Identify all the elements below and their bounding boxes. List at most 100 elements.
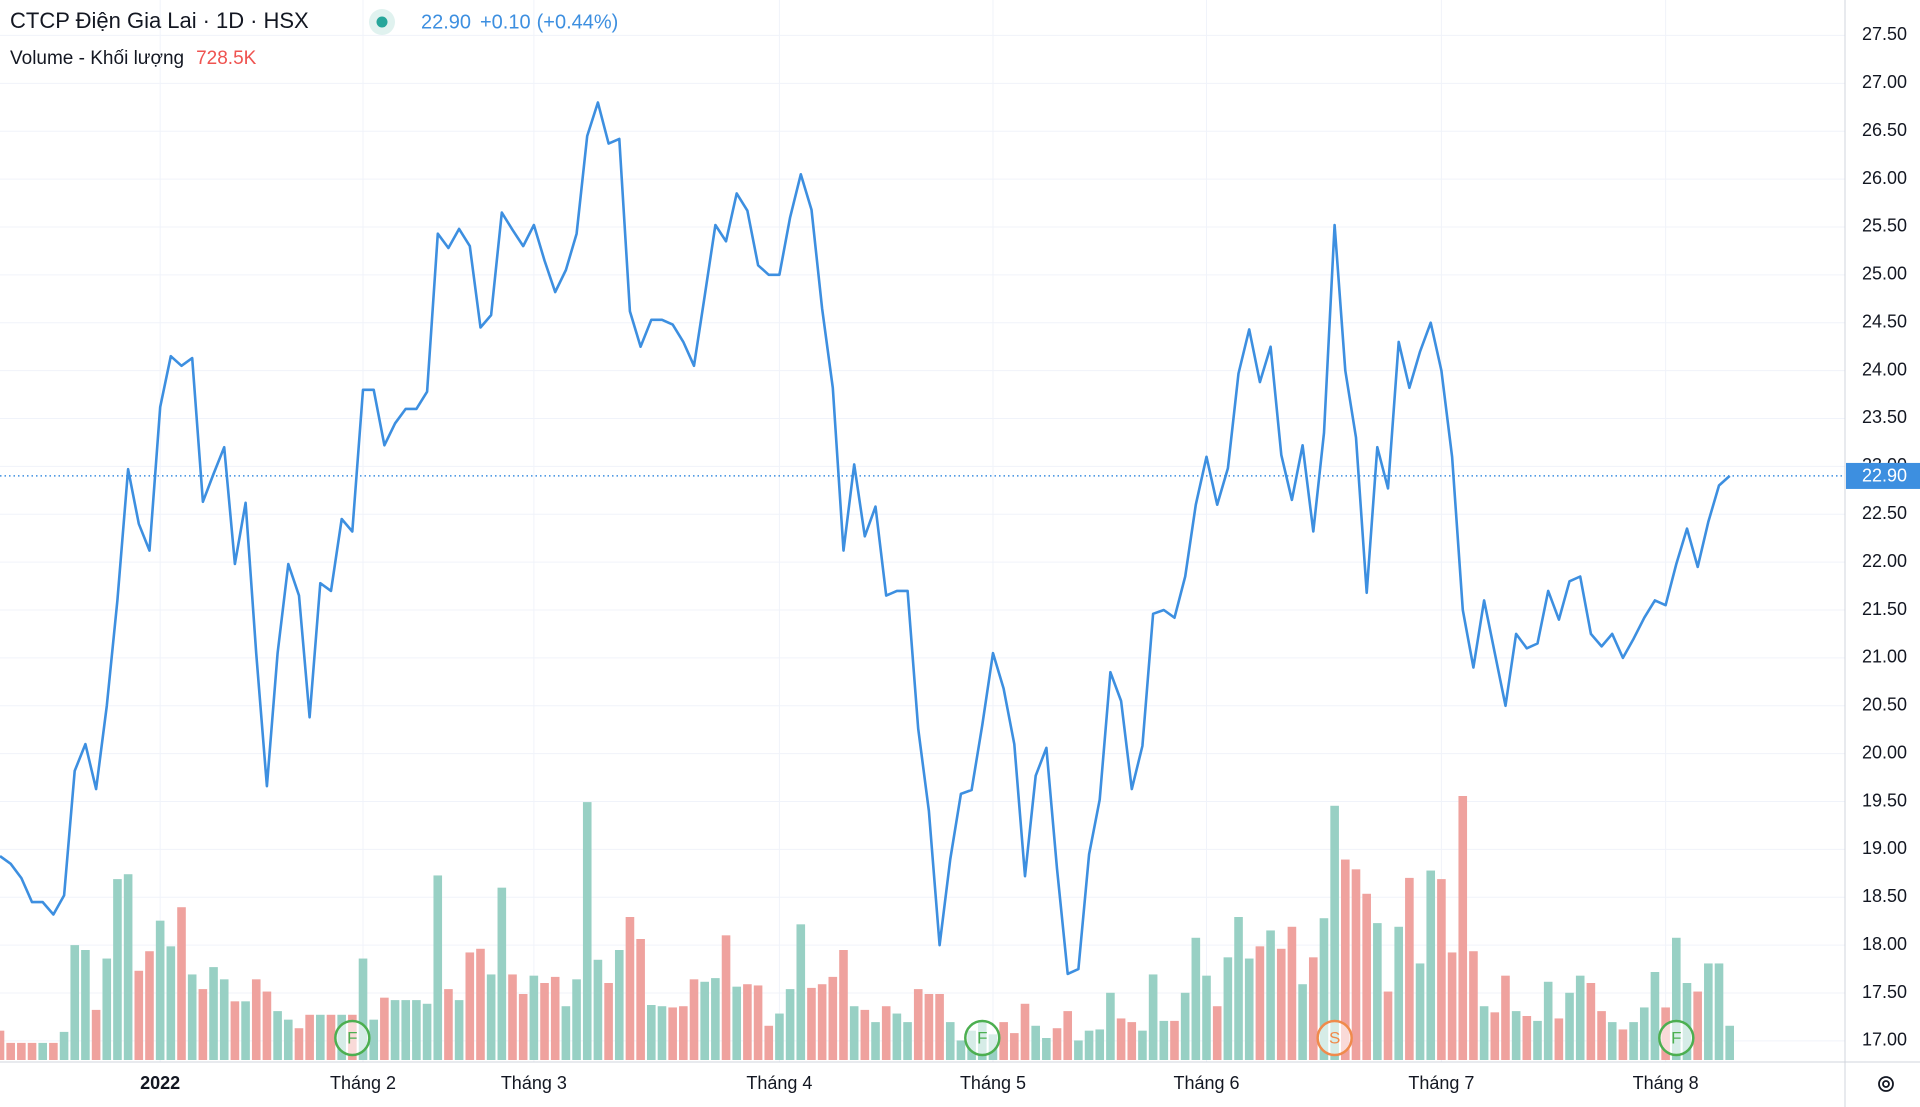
x-tick-label: Tháng 8 xyxy=(1633,1073,1699,1093)
volume-bar xyxy=(1020,1003,1030,1060)
legend: CTCP Điện Gia Lai · 1D · HSX 22.90 +0.10… xyxy=(10,8,618,69)
volume-bar xyxy=(91,1009,101,1060)
volume-bar xyxy=(1554,1018,1564,1060)
volume-bar xyxy=(1415,963,1425,1060)
volume-bar xyxy=(1084,1030,1094,1060)
volume-bar xyxy=(828,976,838,1060)
y-tick-label: 20.00 xyxy=(1862,742,1907,762)
volume-value: 728.5K xyxy=(196,48,257,69)
volume-bar xyxy=(209,967,218,1060)
volume-bar xyxy=(1447,952,1457,1060)
volume-bar xyxy=(38,1042,48,1060)
y-tick-label: 17.50 xyxy=(1862,982,1907,1002)
volume-bar xyxy=(1266,930,1275,1060)
x-tick-label: Tháng 7 xyxy=(1408,1073,1474,1093)
volume-bar xyxy=(1490,1012,1500,1060)
volume-bar xyxy=(412,1000,421,1060)
volume-bar xyxy=(1148,974,1158,1060)
volume-bar xyxy=(1704,963,1713,1060)
volume-bar xyxy=(764,1025,774,1060)
volume-bar xyxy=(1437,879,1446,1060)
volume-bar xyxy=(1639,1007,1649,1060)
y-tick-label: 25.00 xyxy=(1862,264,1907,284)
volume-bar xyxy=(732,986,742,1060)
y-tick-label: 18.00 xyxy=(1862,934,1907,954)
volume-bar xyxy=(1607,1022,1617,1060)
volume-bar xyxy=(999,1022,1008,1060)
y-tick-label: 24.00 xyxy=(1862,359,1907,379)
x-tick-label: Tháng 4 xyxy=(746,1073,812,1093)
volume-bar xyxy=(903,1022,912,1060)
volume-bar xyxy=(102,958,112,1060)
volume-bar xyxy=(785,989,795,1060)
volume-bar xyxy=(807,987,816,1060)
volume-bar xyxy=(625,917,635,1060)
event-marker xyxy=(1658,1019,1695,1057)
volume-bar xyxy=(1341,859,1350,1060)
volume-bar xyxy=(1180,992,1190,1060)
volume-bar xyxy=(614,950,624,1060)
volume-bar xyxy=(155,920,165,1060)
volume-bar xyxy=(1170,1020,1179,1060)
gear-center xyxy=(1882,1080,1890,1088)
volume-bar xyxy=(668,1007,677,1060)
volume-bar xyxy=(262,991,272,1060)
volume-bar xyxy=(1138,1030,1147,1060)
volume-bar xyxy=(871,1022,880,1060)
last-price: 22.90 xyxy=(421,11,471,33)
volume-bar xyxy=(1597,1011,1606,1060)
volume-bar xyxy=(476,948,485,1060)
volume-bar xyxy=(956,1040,966,1060)
volume-bar xyxy=(1031,1025,1040,1060)
volume-bar xyxy=(1650,972,1660,1060)
volume-bar xyxy=(433,875,443,1060)
volume-bar xyxy=(486,974,496,1060)
volume-bar xyxy=(1223,957,1233,1060)
volume-bar xyxy=(679,1006,688,1060)
volume-bar xyxy=(582,802,592,1060)
volume-bar xyxy=(49,1042,58,1060)
volume-bar xyxy=(1575,975,1585,1060)
y-tick-label: 21.00 xyxy=(1862,647,1907,667)
volume-bar xyxy=(1202,975,1211,1060)
volume-bar xyxy=(1234,917,1243,1060)
volume-bar xyxy=(251,979,261,1060)
volume-bar xyxy=(369,1019,378,1060)
y-tick-label: 26.50 xyxy=(1862,120,1907,140)
volume-bar xyxy=(1042,1038,1051,1060)
y-tick-label: 23.50 xyxy=(1862,407,1907,427)
volume-bar xyxy=(145,951,154,1060)
volume-bar xyxy=(444,989,453,1060)
event-label: F xyxy=(347,1028,357,1047)
volume-bar xyxy=(1469,951,1478,1060)
volume-bar xyxy=(1319,918,1329,1060)
volume-bar xyxy=(721,935,731,1060)
volume-bar xyxy=(550,976,560,1060)
price-change: +0.10 xyxy=(480,11,531,33)
volume-bar xyxy=(540,983,549,1060)
price-pane xyxy=(0,101,1845,976)
volume-bar xyxy=(1159,1020,1169,1060)
volume-bar xyxy=(1074,1040,1083,1060)
volume-bar xyxy=(775,1013,784,1060)
volume-bar xyxy=(305,1014,314,1060)
volume-bar xyxy=(1052,1028,1062,1060)
volume-bar xyxy=(1501,975,1510,1060)
y-tick-label: 20.50 xyxy=(1862,695,1907,715)
volume-bar xyxy=(1212,1006,1222,1060)
settings-button[interactable] xyxy=(1878,1076,1894,1092)
volume-bar xyxy=(401,1000,411,1060)
volume-bar xyxy=(113,879,122,1060)
volume-bar xyxy=(1095,1029,1105,1060)
separator: · xyxy=(250,8,257,33)
exchange: HSX xyxy=(263,8,309,33)
volume-bar xyxy=(1714,963,1724,1060)
volume-bar xyxy=(390,1000,400,1060)
volume-bar xyxy=(316,1014,325,1060)
interval[interactable]: 1D xyxy=(216,8,244,33)
volume-bar xyxy=(1127,1022,1137,1060)
grid xyxy=(0,0,1845,1062)
volume-bar xyxy=(689,979,699,1060)
y-tick-label: 25.50 xyxy=(1862,216,1907,236)
volume-bar xyxy=(1629,1022,1638,1060)
